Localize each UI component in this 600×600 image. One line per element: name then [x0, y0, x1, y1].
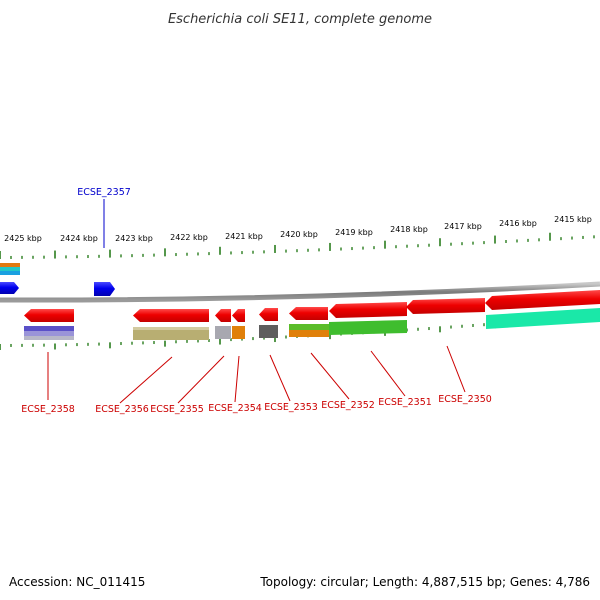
feature-block-icon: [24, 308, 600, 340]
accession-text: Accession: NC_011415: [9, 575, 145, 589]
scale-label: 2419 kbp: [335, 228, 373, 237]
gene-arrow-icon: [94, 282, 115, 296]
scale-label: 2416 kbp: [499, 219, 537, 228]
scale-label: 2422 kbp: [170, 233, 208, 242]
gene-arrow-icon: [289, 307, 328, 320]
gene-label: ECSE_2352: [321, 400, 375, 411]
gene-label: ECSE_2351: [378, 397, 432, 408]
gene-arrow-icon: [329, 302, 407, 318]
gene-arrow-icon: [232, 309, 245, 322]
scale-label: 2420 kbp: [280, 230, 318, 239]
gene-arrow-icon: [0, 282, 19, 294]
gene-arrow-icon: [215, 309, 231, 322]
scale-label: 2421 kbp: [225, 232, 263, 241]
gene-label: ECSE_2355: [150, 404, 204, 415]
gene-arrow-icon: [24, 309, 74, 322]
genome-backbone: [0, 281, 600, 303]
scale-label: 2423 kbp: [115, 234, 153, 243]
scale-label: 2424 kbp: [60, 234, 98, 243]
gene-label: ECSE_2356: [95, 404, 149, 415]
gene-arrow-icon: [485, 290, 600, 310]
scale-labels: 2425 kbp 2424 kbp 2423 kbp 2422 kbp 2421…: [4, 215, 592, 243]
scale-label: 2417 kbp: [444, 222, 482, 231]
scale-label: 2425 kbp: [4, 234, 42, 243]
gene-arrow-icon: [133, 309, 209, 322]
callout-lines: [47, 199, 466, 404]
gene-label: ECSE_2354: [208, 403, 262, 414]
feature-block-icon: [0, 263, 20, 275]
gene-label: ECSE_2358: [21, 404, 75, 415]
gene-label: ECSE_2357: [77, 187, 131, 198]
map-title: Escherichia coli SE11, complete genome: [168, 12, 432, 27]
gene-label: ECSE_2350: [438, 394, 492, 405]
reverse-strand-genes: [24, 290, 600, 322]
scale-ticks-outer: [0, 232, 595, 259]
summary-text: Topology: circular; Length: 4,887,515 bp…: [259, 575, 590, 589]
gene-arrow-icon: [406, 298, 485, 314]
gene-arrow-icon: [259, 308, 278, 321]
scale-label: 2418 kbp: [390, 225, 428, 234]
scale-label: 2415 kbp: [554, 215, 592, 224]
gene-label: ECSE_2353: [264, 402, 318, 413]
gene-labels: ECSE_2357 ECSE_2358 ECSE_2356 ECSE_2355 …: [21, 187, 492, 415]
